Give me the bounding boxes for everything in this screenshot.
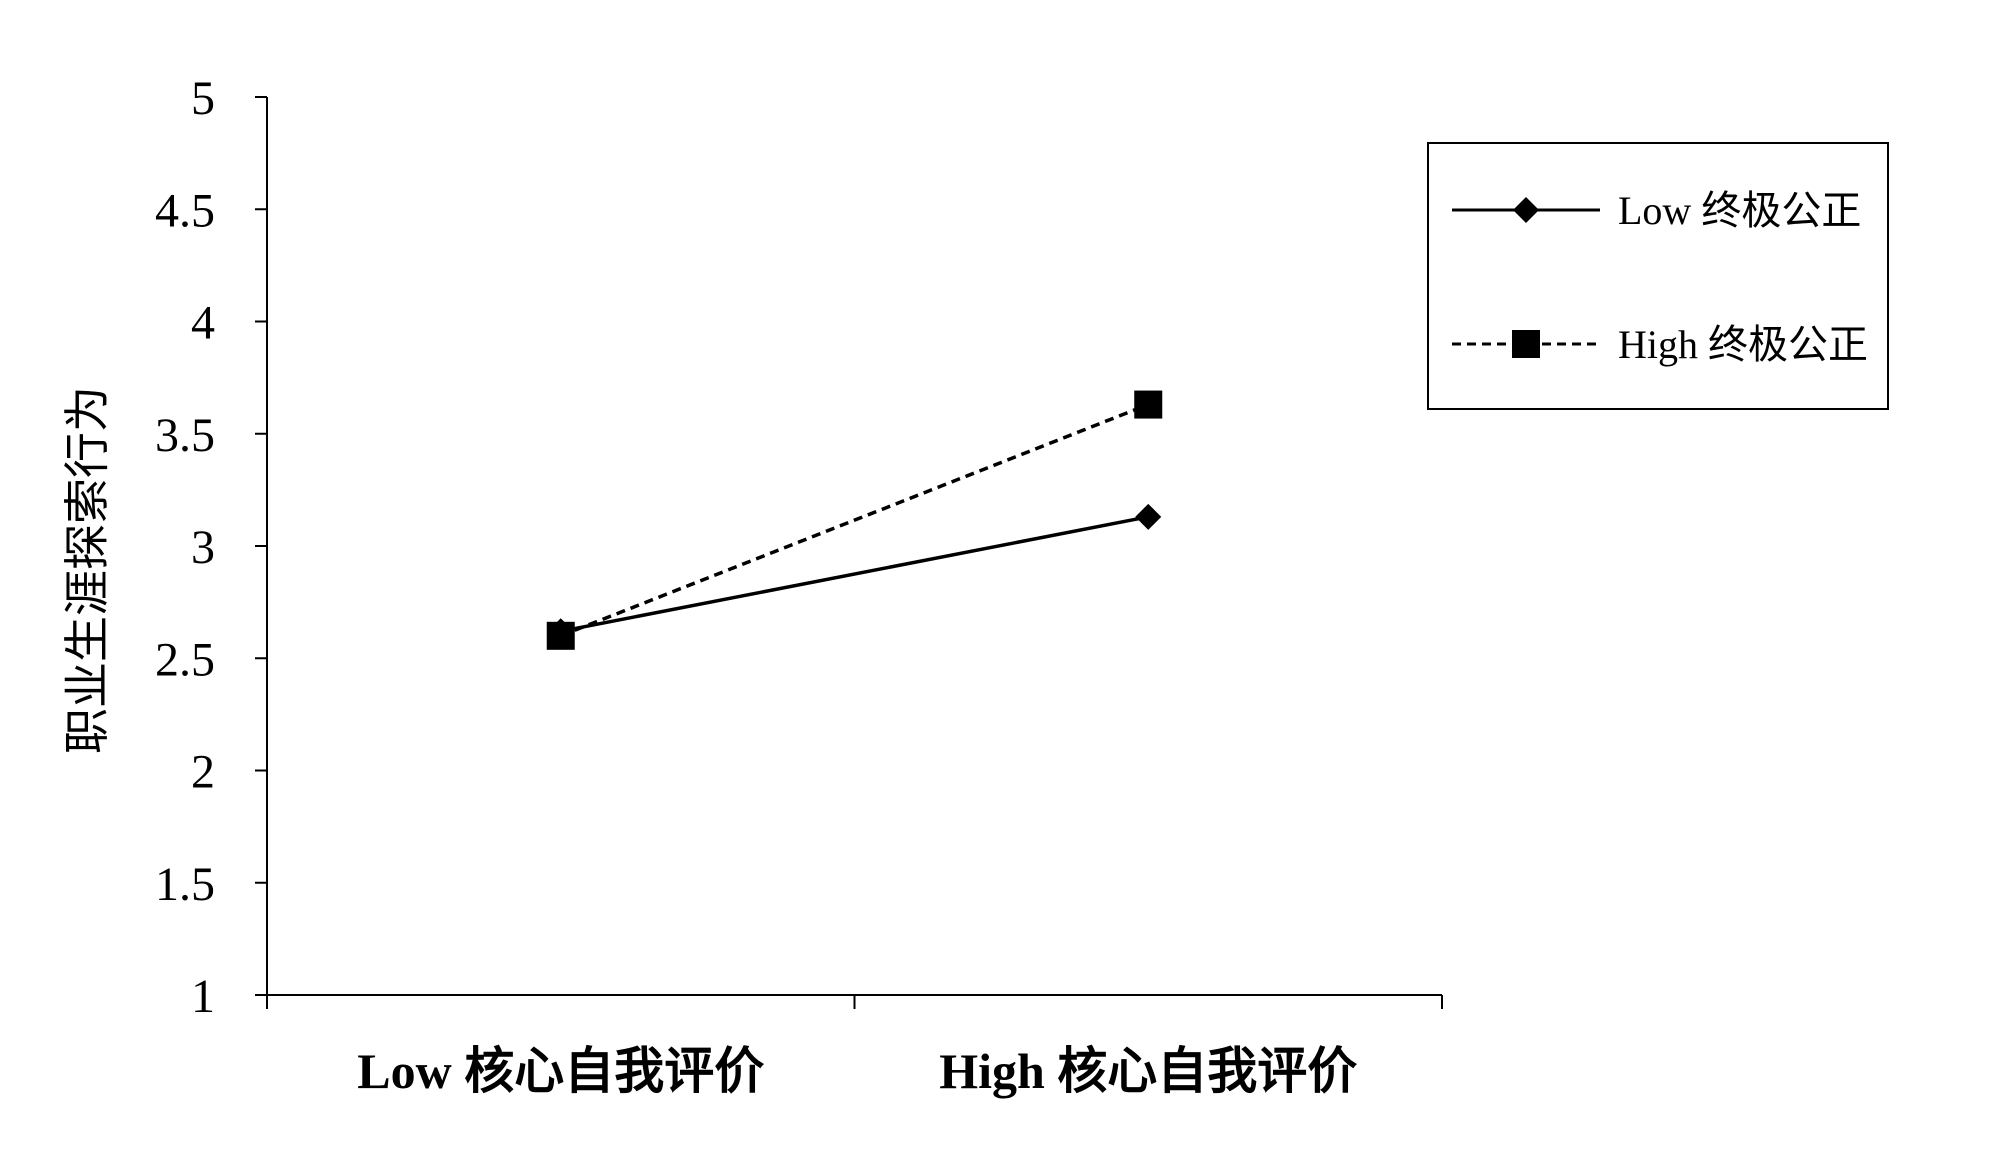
series-layer <box>546 390 1163 650</box>
series-high <box>546 390 1163 650</box>
x-axis: Low 核心自我评价 High 核心自我评价 <box>266 994 1443 1099</box>
square-marker <box>546 621 575 650</box>
legend-diamond-marker <box>1513 197 1539 223</box>
y-axis: 1 1.5 2 2.5 3 3.5 4 4.5 5 <box>155 72 268 1023</box>
legend-label: High 终极公正 <box>1618 322 1868 367</box>
x-category-label: High 核心自我评价 <box>939 1043 1357 1099</box>
y-tick-label: 2.5 <box>155 633 215 686</box>
y-axis-label: 职业生涯探索行为 <box>62 386 113 754</box>
series-line <box>560 402 1149 638</box>
y-tick-label: 3 <box>191 521 215 574</box>
legend: Low 终极公正 High 终极公正 <box>1427 142 1889 410</box>
diamond-marker <box>1135 503 1162 530</box>
y-tick-label: 1.5 <box>155 858 215 911</box>
y-tick-label: 5 <box>191 72 215 125</box>
legend-label: Low 终极公正 <box>1618 188 1861 233</box>
y-tick-label: 3.5 <box>155 409 215 462</box>
y-tick-label: 4 <box>191 297 215 350</box>
square-marker <box>1134 390 1163 419</box>
y-tick-label: 4.5 <box>155 184 215 237</box>
series-low <box>547 503 1162 645</box>
legend-box <box>1427 142 1889 410</box>
series-line <box>560 515 1149 634</box>
legend-square-marker <box>1512 330 1540 358</box>
x-category-label: Low 核心自我评价 <box>357 1043 764 1099</box>
legend-entry: Low 终极公正 <box>1452 188 1861 233</box>
y-tick-label: 2 <box>191 746 215 799</box>
y-tick-label: 1 <box>191 970 215 1023</box>
legend-entry: High 终极公正 <box>1452 322 1868 367</box>
